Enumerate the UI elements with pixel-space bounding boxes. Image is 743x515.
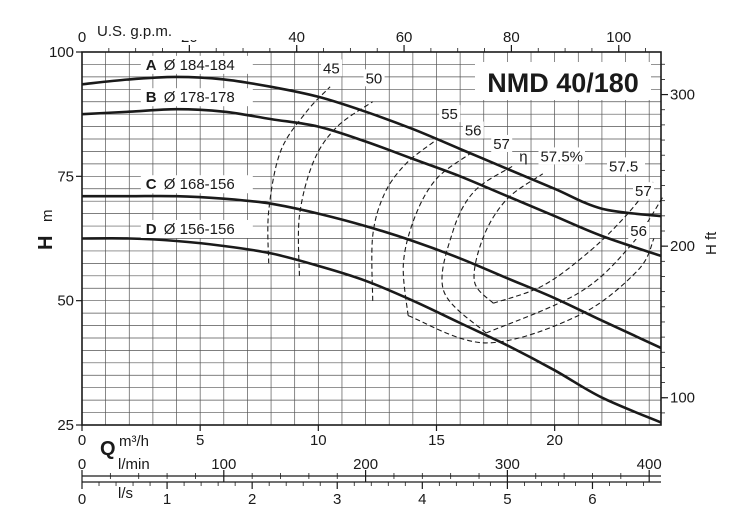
efficiency-tag-bg <box>607 157 646 175</box>
efficiency-tag-bg <box>491 134 513 152</box>
x-top-tick-label: 40 <box>288 29 305 46</box>
series-name-B: Ø 178-178 <box>164 89 235 106</box>
y-axis-unit: m <box>39 210 56 223</box>
x-top-unit: U.S. g.p.m. <box>97 23 172 40</box>
lmin-unit: l/min <box>118 456 150 473</box>
x-top-tick-label: 80 <box>503 29 520 46</box>
labels: NMD 40/180 45 50 55 56 57 57.5% 57.5 57 56 η A Ø 184… <box>140 55 655 240</box>
efficiency-curve-57.5 <box>473 173 544 304</box>
efficiency-tag-57: 57 <box>493 136 510 153</box>
y-axis-label: H <box>35 236 57 250</box>
efficiency-tag-45: 45 <box>323 60 340 77</box>
head-curves <box>81 75 662 424</box>
efficiency-tag-56: 56 <box>630 223 647 240</box>
head-curve-C <box>82 194 662 350</box>
x-top-tick-label: 100 <box>606 29 631 46</box>
efficiency-tag-57: 57 <box>635 183 652 200</box>
series-letter-D: D <box>146 221 157 238</box>
lmin-tick-label: 400 <box>637 456 662 473</box>
x-tick-label: 20 <box>546 432 563 449</box>
x-axis-unit: m³/h <box>119 433 149 450</box>
x-top-tick-label: 60 <box>396 29 413 46</box>
series-label-bg <box>140 55 253 74</box>
x-top-tick-label: 0 <box>78 29 86 46</box>
efficiency-curve-45 <box>267 86 331 264</box>
lmin-tick-label: 100 <box>211 456 236 473</box>
series-letter-B: B <box>146 89 157 106</box>
efficiency-tag-bg <box>538 147 585 165</box>
ls-tick-label: 3 <box>333 491 341 508</box>
efficiency-tag-bg <box>628 222 650 240</box>
series-letter-A: A <box>146 57 157 74</box>
x-tick-label: 15 <box>428 432 445 449</box>
lmin-tick-label: 200 <box>353 456 378 473</box>
ls-tick-label: 6 <box>588 491 596 508</box>
x-tick-label: 5 <box>196 432 204 449</box>
efficiency-tag-bg <box>439 105 461 123</box>
y-right-tick-label: 200 <box>670 238 695 255</box>
grid <box>82 52 661 425</box>
ls-tick-label: 4 <box>418 491 426 508</box>
series-letter-C: C <box>146 176 157 193</box>
series-label-bg <box>140 219 253 238</box>
efficiency-curve-57.5 <box>493 180 655 304</box>
head-curve-B <box>81 107 662 258</box>
lmin-tick-label: 300 <box>495 456 520 473</box>
efficiency-curve-55 <box>371 141 435 301</box>
head-curve-D <box>81 237 662 424</box>
efficiency-tag-bg <box>363 69 385 87</box>
series-name-C: Ø 168-156 <box>164 176 235 193</box>
gpm-label-bg <box>94 22 210 40</box>
ls-tick-label: 0 <box>78 491 86 508</box>
efficiency-curve-57 <box>485 195 664 334</box>
series-name-A: Ø 184-184 <box>164 57 235 74</box>
ls-tick-label: 2 <box>248 491 256 508</box>
ls-unit: l/s <box>118 485 133 502</box>
efficiency-curves <box>267 86 664 344</box>
eta-symbol: η <box>519 148 527 165</box>
chart-title: NMD 40/180 <box>487 68 639 98</box>
series-name-D: Ø 156-156 <box>164 221 235 238</box>
series-label-bg <box>140 175 253 194</box>
lmin-tick-label: 0 <box>78 456 86 473</box>
efficiency-tag-bg <box>462 121 484 139</box>
x-tick-label: 0 <box>78 432 86 449</box>
plot-frame <box>81 51 662 426</box>
y-right-tick-label: 100 <box>670 390 695 407</box>
efficiency-tag-56: 56 <box>465 123 482 140</box>
y-right-label: H ft <box>703 231 720 255</box>
efficiency-tag-bg <box>633 182 655 200</box>
ls-tick-label: 1 <box>163 491 171 508</box>
series-label-bg <box>140 88 253 107</box>
efficiency-curve-56 <box>402 153 470 316</box>
efficiency-curve-56 <box>407 238 655 344</box>
y-tick-label: 50 <box>57 293 74 310</box>
y-tick-label: 100 <box>49 44 74 61</box>
x-axis-label: Q <box>100 438 116 460</box>
efficiency-curve-57 <box>441 165 513 334</box>
ls-tick-label: 5 <box>503 491 511 508</box>
efficiency-tag-57.5: 57.5 <box>609 158 638 175</box>
head-curve-A <box>81 75 662 218</box>
y-right-tick-label: 300 <box>670 87 695 104</box>
efficiency-curve-50 <box>297 101 374 276</box>
y-tick-label: 25 <box>57 417 74 434</box>
y-tick-label: 75 <box>57 168 74 185</box>
efficiency-tag-57.5%: 57.5% <box>540 148 583 165</box>
title-box <box>475 62 651 100</box>
efficiency-tag-50: 50 <box>366 70 383 87</box>
efficiency-tag-bg <box>321 59 343 77</box>
x-tick-label: 10 <box>310 432 327 449</box>
efficiency-tag-55: 55 <box>441 106 458 123</box>
